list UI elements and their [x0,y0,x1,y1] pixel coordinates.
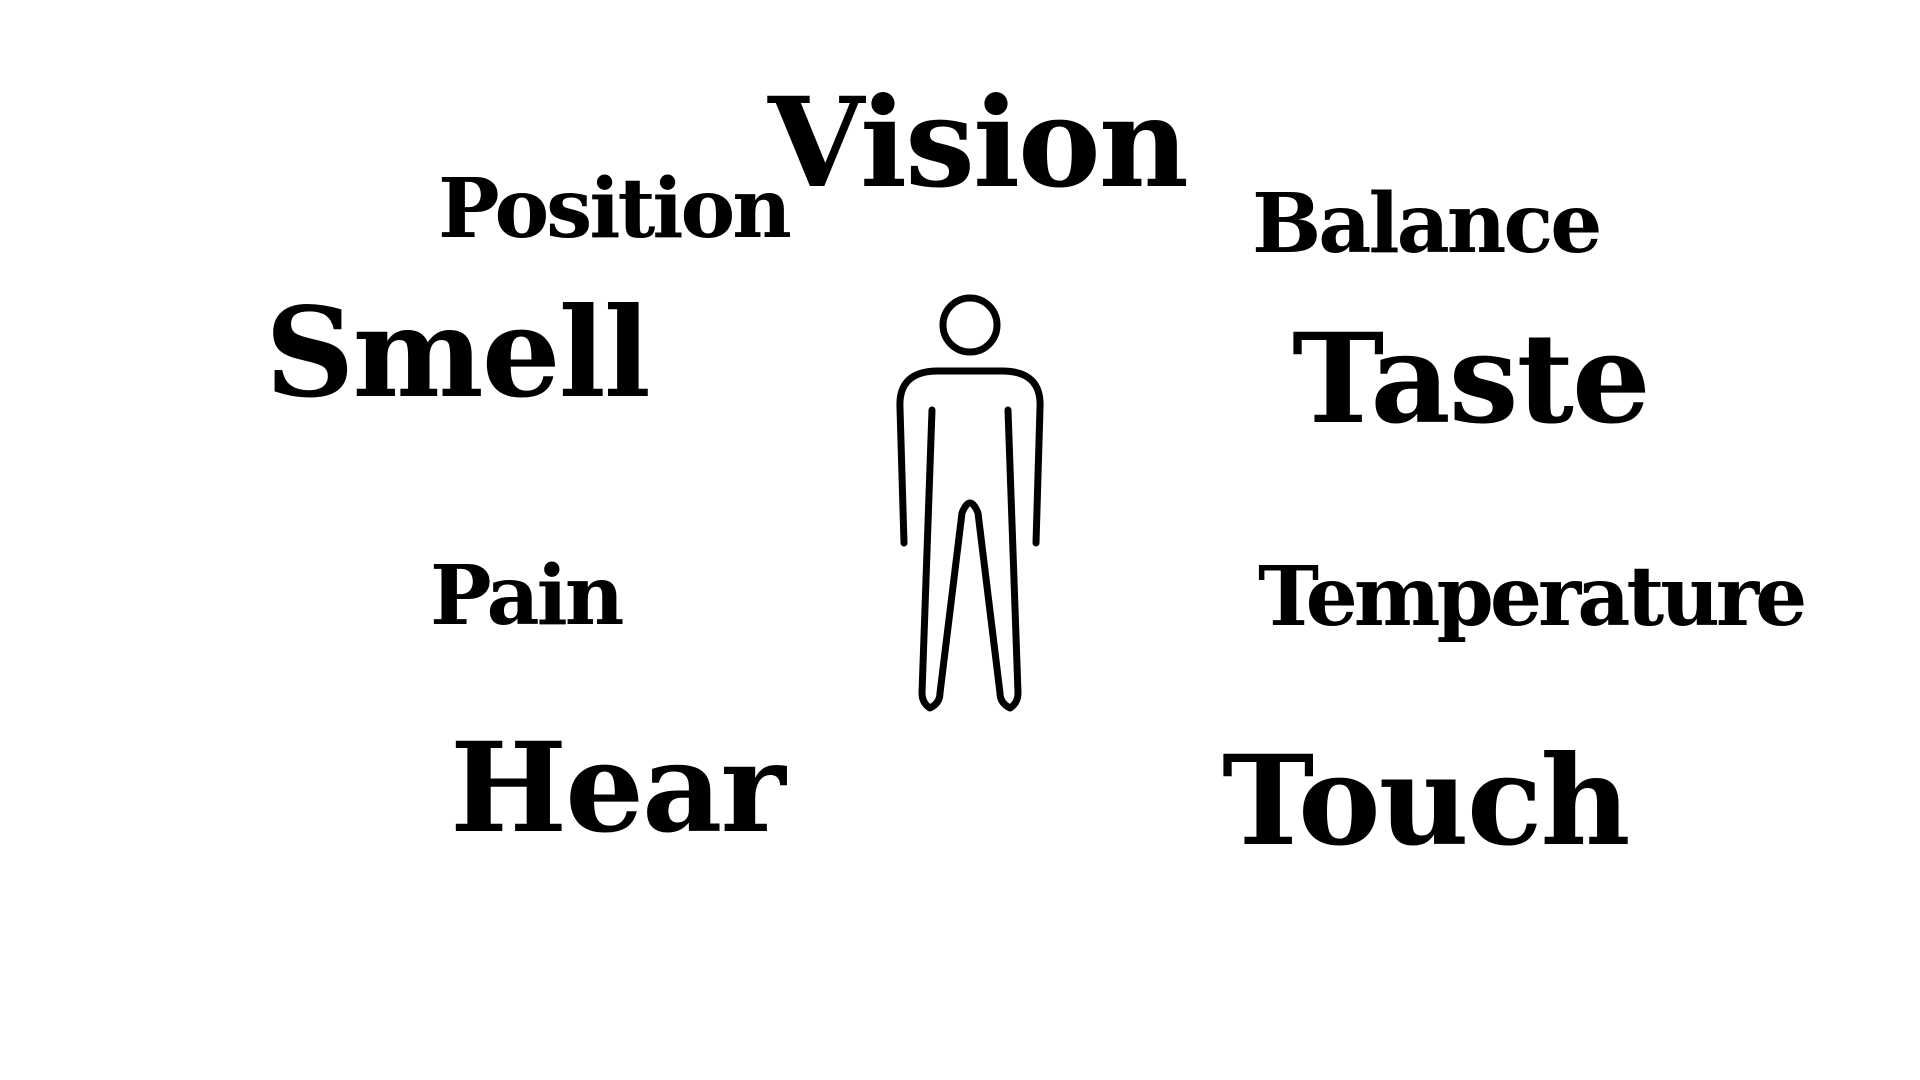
figure-left-arm [918,406,944,712]
label-pain: Pain [430,548,624,644]
label-touch: Touch [1222,729,1631,874]
label-smell: Smell [265,281,651,426]
person-outline-icon [896,294,1044,712]
figure-right-arm [996,406,1022,712]
label-temperature: Temperature [1258,549,1807,645]
label-taste: Taste [1292,307,1651,452]
label-hear: Hear [450,716,786,861]
label-position: Position [438,161,792,257]
figure-head [939,294,1001,356]
figure-body-outline [896,367,1044,547]
label-vision: Vision [768,71,1189,216]
label-balance: Balance [1252,176,1602,272]
figure-legs [936,499,1004,697]
